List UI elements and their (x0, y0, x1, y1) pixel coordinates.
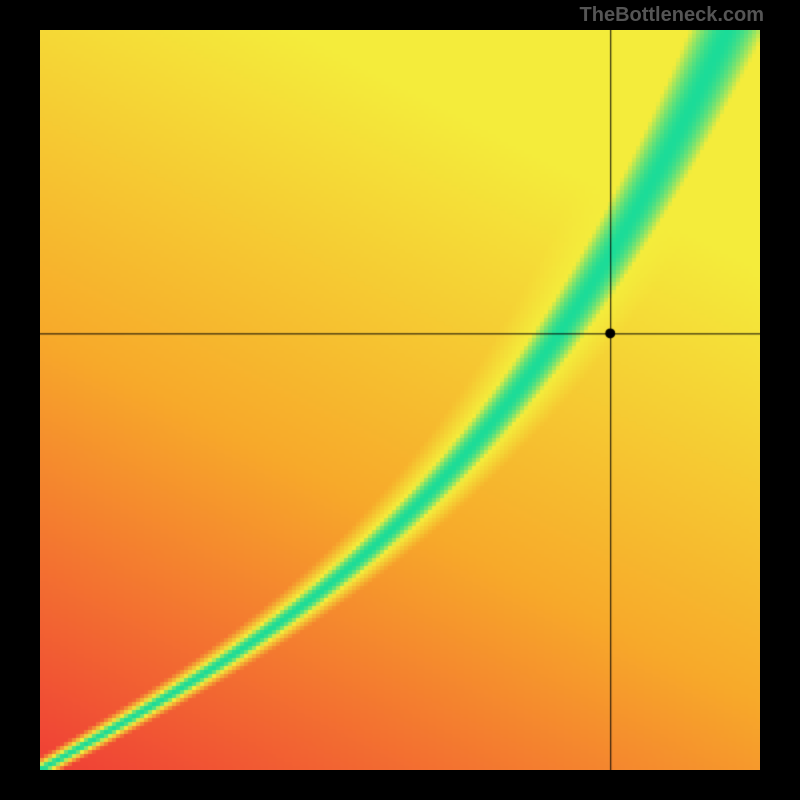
crosshair-overlay (40, 30, 760, 770)
chart-container: TheBottleneck.com (0, 0, 800, 800)
watermark-text: TheBottleneck.com (580, 4, 764, 27)
